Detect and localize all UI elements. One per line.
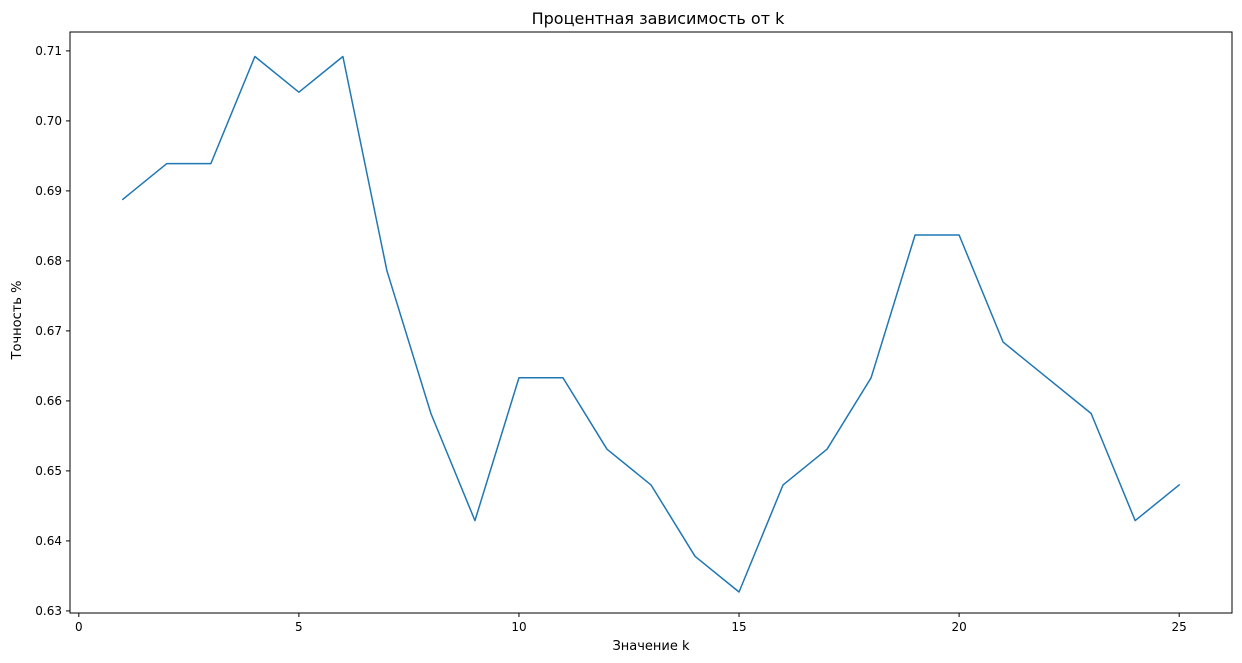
y-axis-label: Точность % — [10, 281, 25, 361]
y-tick-label: 0.63 — [35, 604, 62, 618]
y-tick-label: 0.65 — [35, 464, 62, 478]
y-tick-label: 0.67 — [35, 324, 62, 338]
x-axis-label: Значение k — [612, 639, 690, 654]
y-tick-label: 0.70 — [35, 114, 62, 128]
x-tick-label: 10 — [511, 620, 526, 634]
x-tick-label: 15 — [731, 620, 746, 634]
y-tick-label: 0.69 — [35, 184, 62, 198]
plot-area: 0 5 10 15 20 25 0.63 0.64 0.65 0.66 0.67 0.68 0.69 0.… — [35, 31, 1233, 634]
chart-title: Процентная зависимость от k — [532, 9, 785, 28]
series-line-0 — [121, 55, 1181, 593]
axes-frame — [69, 31, 1233, 614]
y-tick-label: 0.64 — [35, 534, 62, 548]
x-tick-label: 5 — [295, 620, 303, 634]
x-tick-label: 25 — [1172, 620, 1187, 634]
x-tick-label: 0 — [75, 620, 83, 634]
y-tick-label: 0.71 — [35, 44, 62, 58]
y-tick-label: 0.66 — [35, 394, 62, 408]
x-tick-label: 20 — [951, 620, 966, 634]
y-tick-label: 0.68 — [35, 254, 62, 268]
